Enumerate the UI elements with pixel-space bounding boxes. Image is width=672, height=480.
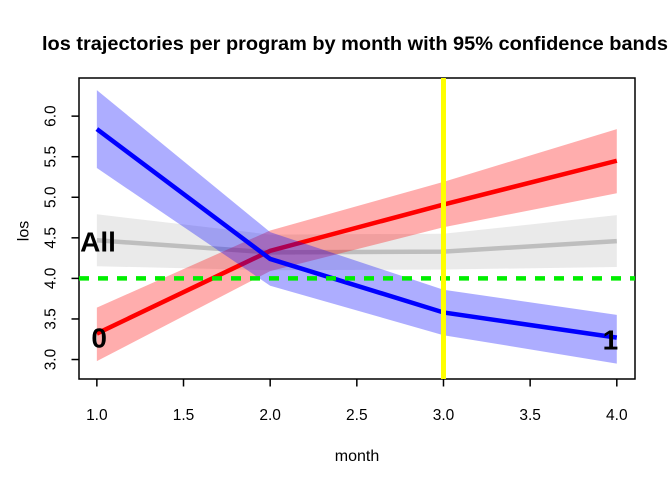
trajectory-line-0: [95, 158, 618, 336]
program-label-0: 0: [91, 322, 107, 353]
confidence-band-0: [96, 129, 617, 362]
y-tick-label: 3.0: [42, 348, 59, 370]
y-tick-label: 5.5: [42, 146, 59, 168]
y-tick-label: 4.5: [42, 227, 59, 249]
series-All: [96, 214, 617, 271]
program-labels-layer: All 0 1: [80, 227, 618, 356]
x-tick-label: 3.0: [433, 407, 455, 424]
trajectory-line-1: [95, 127, 618, 340]
y-axis: 3.0 3.5 4.0 4.5 5.0 5.5 6.0: [42, 105, 79, 370]
program-label-1: 1: [603, 324, 619, 355]
x-tick-label: 2.5: [346, 407, 368, 424]
trajectory-line-All: [96, 238, 617, 255]
x-tick-label: 1.0: [86, 407, 108, 424]
x-tick-label: 2.0: [259, 407, 281, 424]
confidence-band-All: [96, 214, 617, 271]
x-tick-label: 3.5: [519, 407, 541, 424]
x-axis: 1.0 1.5 2.0 2.5 3.0 3.5 4.0: [86, 379, 628, 424]
x-tick-label: 1.5: [173, 407, 195, 424]
series-0: [95, 129, 618, 362]
series-1: [95, 90, 618, 364]
y-tick-label: 6.0: [42, 105, 59, 127]
x-axis-title: month: [335, 448, 379, 465]
confidence-band-1: [96, 90, 617, 364]
y-tick-label: 4.0: [42, 267, 59, 289]
y-tick-label: 3.5: [42, 308, 59, 330]
program-label-All: All: [80, 227, 116, 258]
reference-lines-layer: [79, 78, 635, 379]
x-tick-label: 4.0: [606, 407, 628, 424]
y-axis-title: los: [16, 221, 33, 241]
series-layer: [95, 90, 618, 364]
y-tick-label: 5.0: [42, 186, 59, 208]
plot-title: los trajectories per program by month wi…: [42, 34, 668, 55]
